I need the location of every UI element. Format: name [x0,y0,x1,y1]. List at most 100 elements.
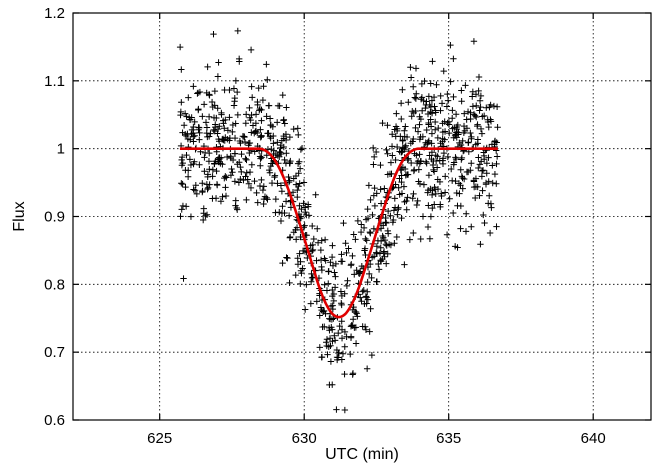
data-point [246,139,254,147]
data-point [347,323,355,330]
data-point [377,161,384,169]
data-point [478,167,486,175]
data-point [441,118,448,125]
data-point [408,113,415,120]
data-point [485,123,492,131]
data-point [295,183,302,190]
data-point [229,121,237,129]
data-point [313,298,320,305]
data-point [294,125,301,132]
data-point [204,184,212,192]
data-point [351,271,358,278]
data-point [373,278,381,285]
data-point [181,110,189,117]
data-point [385,241,393,248]
y-axis-label: Flux [11,201,28,231]
data-point [438,192,445,200]
data-point [371,202,379,210]
data-point [222,192,230,200]
data-point [460,122,468,130]
data-point [232,120,239,127]
data-point [424,139,432,146]
data-point [443,103,451,110]
data-point [447,78,454,85]
data-point [410,190,417,198]
data-point [271,172,279,179]
data-point [318,306,325,314]
data-point [284,254,291,262]
data-point [435,124,442,132]
data-point [338,356,346,363]
data-point [372,148,380,156]
data-point [313,257,320,264]
data-point [347,350,354,358]
data-point [382,218,389,226]
data-point [353,266,360,274]
data-point [202,119,210,126]
data-point [452,177,459,185]
data-point [246,114,253,121]
data-point [206,92,213,99]
data-point [195,106,202,114]
data-point [493,160,500,168]
data-point [477,241,484,248]
data-point [390,216,397,224]
y-tick-label: 0.7 [44,344,65,361]
data-point [258,132,265,139]
data-point [367,229,374,237]
data-point [308,247,316,255]
data-point [416,180,424,188]
data-point [410,83,417,90]
data-point [361,247,368,254]
data-point [280,117,287,124]
data-point [266,115,274,122]
data-point [298,144,306,152]
data-point [258,117,265,124]
data-point [365,182,373,189]
data-point [242,111,250,118]
data-point [477,125,485,133]
data-point [209,173,216,180]
model-curve [179,147,498,319]
data-point [411,150,418,157]
data-point [176,43,184,51]
data-point [331,332,338,339]
data-point [235,179,243,186]
data-point [255,84,262,92]
data-point [328,316,336,323]
data-point [382,260,390,267]
data-point [242,155,249,162]
data-point [178,153,186,161]
data-point [330,297,337,305]
data-point [278,188,286,195]
data-point [373,249,380,256]
data-point [444,97,452,104]
data-point [476,97,484,104]
data-point [277,217,285,225]
data-point [286,159,294,167]
data-point [373,243,381,250]
data-point [327,358,335,365]
data-point [421,77,428,85]
data-point [446,129,453,137]
data-point [241,133,248,141]
data-point [325,280,332,287]
data-point [283,254,290,261]
data-point [392,133,399,140]
data-point [252,111,260,118]
data-point [218,109,225,117]
grid-layer [73,13,651,420]
data-point [208,98,216,106]
data-point [232,77,240,84]
data-point [403,197,410,205]
data-point [469,93,476,100]
data-point [427,116,434,123]
data-point [404,194,411,201]
data-point [458,87,465,94]
data-point [272,150,280,158]
data-point [209,166,217,173]
data-point [324,351,331,358]
data-point [368,351,376,359]
data-point [260,83,267,90]
data-point [399,136,406,144]
